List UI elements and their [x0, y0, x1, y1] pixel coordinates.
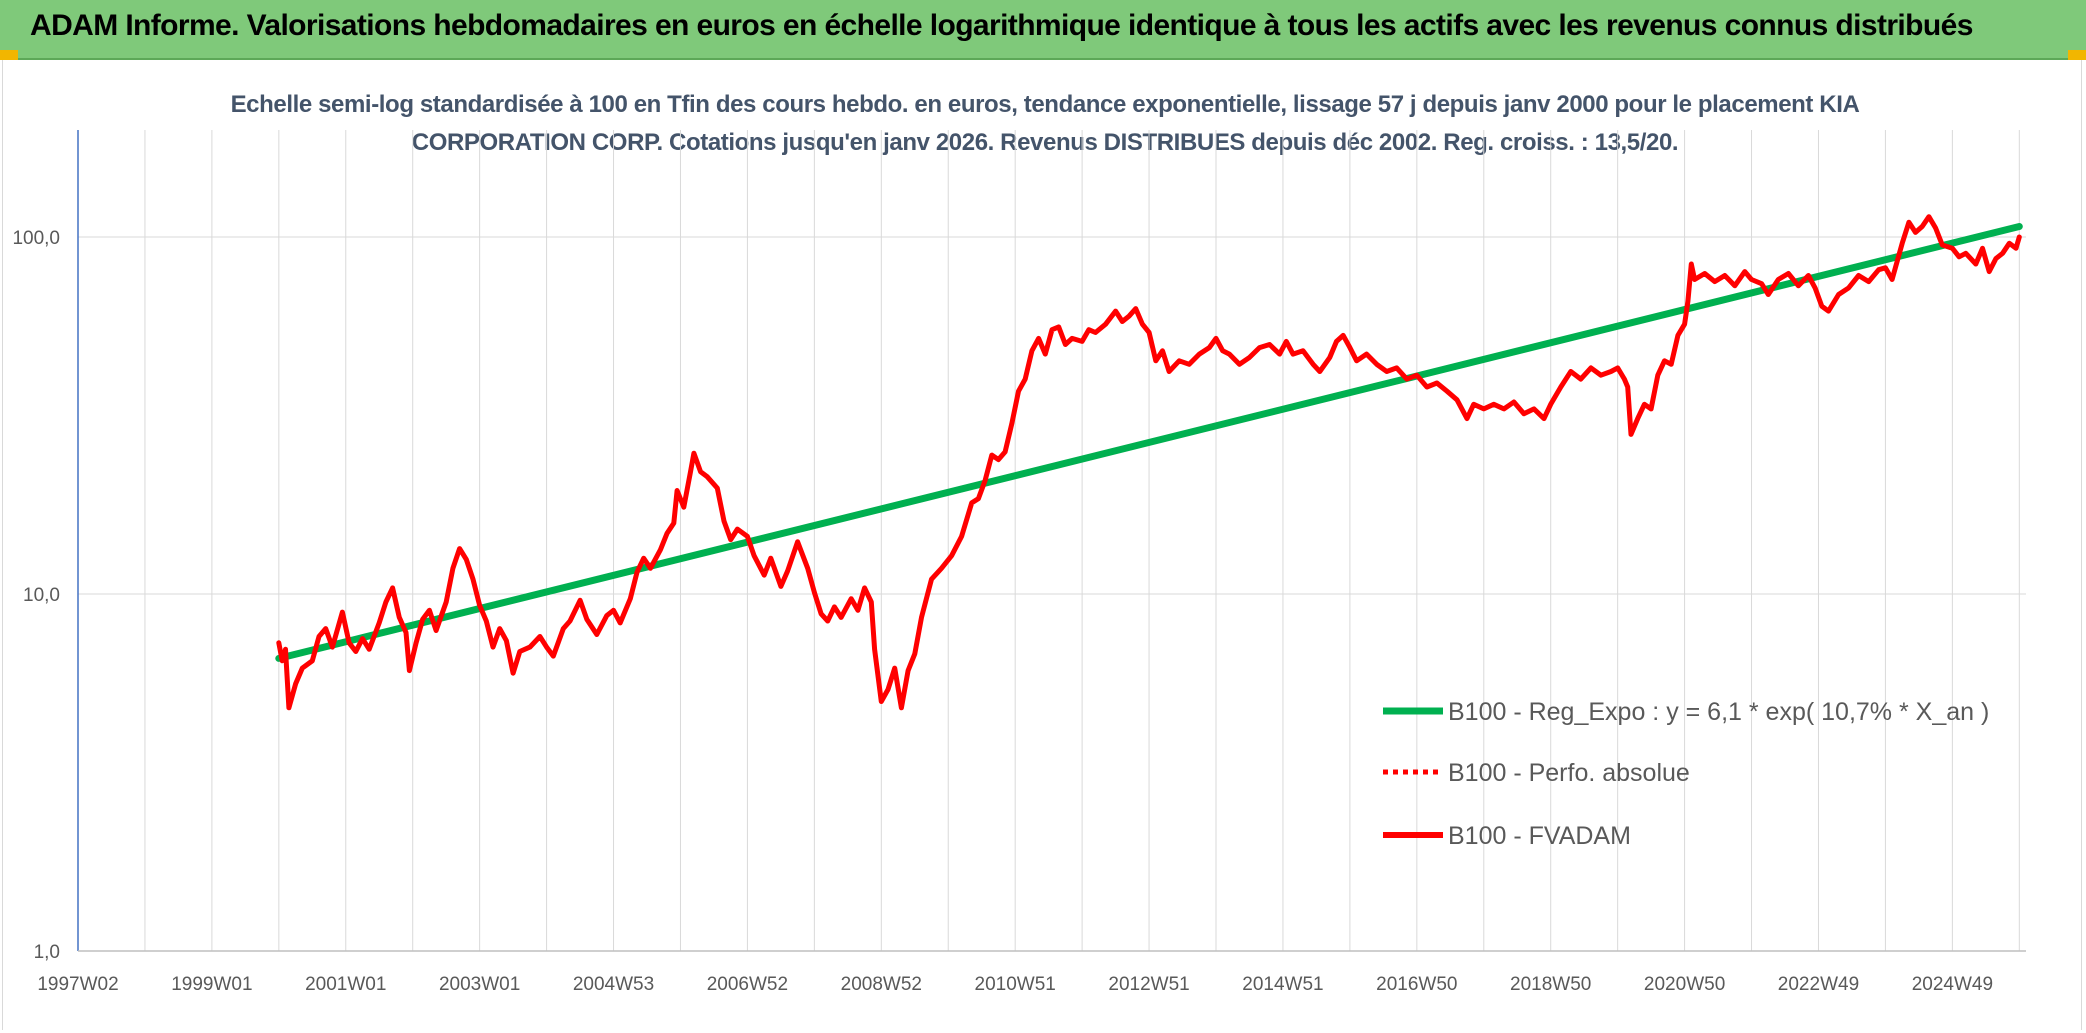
- x-tick-label: 2004W53: [573, 974, 654, 995]
- axes: 1997W02 1999W01 2001W01 2003W01 2004W53 2006W…: [12, 130, 2026, 995]
- x-tick-label: 2024W49: [1912, 974, 1993, 995]
- y-tick-label: 10,0: [23, 585, 60, 606]
- fvadam-line: [276, 214, 2022, 711]
- x-tick-label: 2008W52: [841, 974, 922, 995]
- y-tick-label: 100,0: [12, 228, 60, 249]
- chart-frame: [2, 60, 2082, 1030]
- x-tick-label: 2018W50: [1510, 974, 1591, 995]
- x-tick-label: 1999W01: [171, 974, 252, 995]
- x-tick-label: 2022W49: [1778, 974, 1859, 995]
- x-tick-label: 2006W52: [707, 974, 788, 995]
- x-tick-label: 2020W50: [1644, 974, 1725, 995]
- corner-marker-left: [0, 50, 18, 60]
- x-tick-label: 1997W02: [37, 974, 118, 995]
- x-tick-label: 2012W51: [1108, 974, 1189, 995]
- corner-marker-right: [2068, 50, 2086, 60]
- chart-title: Echelle semi-log standardisée à 100 en T…: [230, 91, 1860, 156]
- legend-label: B100 - Perfo. absolue: [1448, 759, 1690, 787]
- legend: B100 - Reg_Expo : y = 6,1 * exp( 10,7% *…: [1383, 698, 1989, 850]
- grid: [77, 130, 2026, 952]
- legend-label: B100 - FVADAM: [1448, 822, 1631, 850]
- legend-label: B100 - Reg_Expo : y = 6,1 * exp( 10,7% *…: [1448, 698, 1989, 726]
- x-tick-label: 2003W01: [439, 974, 520, 995]
- x-tick-label: 2001W01: [305, 974, 386, 995]
- regression-line: [275, 223, 2023, 662]
- y-tick-label: 1,0: [34, 942, 60, 963]
- banner-title: ADAM Informe. Valorisations hebdomadaire…: [30, 9, 1973, 42]
- x-tick-label: 2010W51: [975, 974, 1056, 995]
- banner: ADAM Informe. Valorisations hebdomadaire…: [0, 0, 2086, 60]
- x-tick-label: 2016W50: [1376, 974, 1457, 995]
- x-tick-label: 2014W51: [1242, 974, 1323, 995]
- series: [275, 214, 2023, 711]
